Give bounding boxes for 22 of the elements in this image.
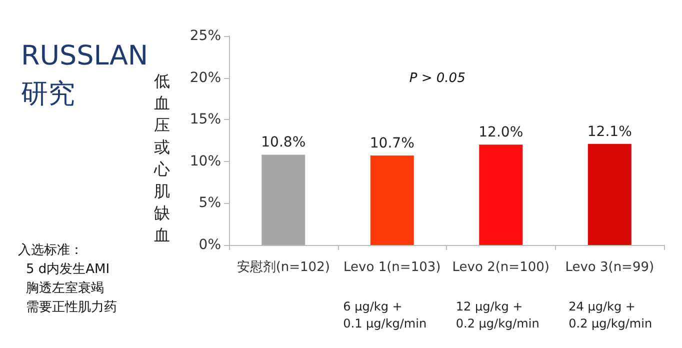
- text: 需要正性肌力药: [26, 300, 117, 315]
- y-tick-label: 20%: [190, 70, 221, 86]
- data-label: 10.7%: [370, 136, 414, 152]
- data-label: 12.1%: [587, 124, 632, 140]
- text: 24 μg/kg + 0.2 μg/kg/min: [568, 300, 652, 330]
- data-label: 10.8%: [261, 134, 306, 151]
- y-tick-label: 15%: [190, 112, 221, 128]
- x-tick-label: Levo 2(n=100): [452, 260, 550, 275]
- y-tick-label: 0%: [198, 237, 221, 253]
- x-tick-label: 安慰剂(n=102): [236, 259, 330, 275]
- text: 12 μg/kg + 0.2 μg/kg/min: [456, 300, 540, 330]
- text: 6 μg/kg + 0.1 μg/kg/min: [343, 300, 427, 330]
- annotation: P > 0.05: [409, 71, 466, 86]
- y-tick-label: 5%: [198, 195, 221, 212]
- y-tick-label: 10%: [190, 153, 221, 170]
- x-tick-label: Levo 1(n=103): [344, 260, 441, 275]
- text: 入选标准：: [18, 243, 83, 258]
- text: 胸透左室衰竭: [26, 280, 104, 296]
- data-label: 12.0%: [478, 124, 524, 141]
- text: 5 d内发生AMI: [26, 262, 110, 277]
- y-tick-label: 25%: [190, 28, 221, 44]
- x-tick-label: Levo 3(n=99): [565, 260, 654, 275]
